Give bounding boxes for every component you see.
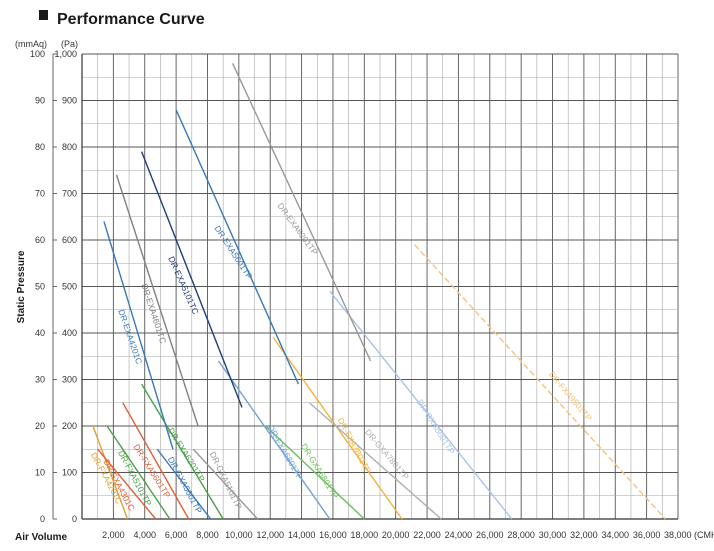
y-tick-label-mmaq: 0	[40, 514, 45, 524]
x-tick-label: 16,000	[319, 530, 347, 540]
y-ticks: 0 0 10 100 20 200 30 300 40 400 50 500 60 600 70 700 80 8…	[30, 49, 77, 524]
series-line	[413, 244, 666, 520]
y-tick-label-pa: 500	[62, 282, 77, 292]
curve-label: DR-EXA4201C	[116, 308, 144, 365]
x-tick-label: 36,000	[633, 530, 661, 540]
y-unit-right: (Pa)	[61, 39, 78, 49]
series-lines	[92, 63, 666, 520]
y-tick-label-mmaq: 90	[35, 96, 45, 106]
curve-label: DR-FXA9501TP	[547, 369, 594, 423]
series-line	[106, 425, 171, 520]
y-tick-label-mmaq: 40	[35, 328, 45, 338]
series-line	[231, 63, 372, 362]
y-tick-label-mmaq: 20	[35, 421, 45, 431]
y-tick-label-mmaq: 30	[35, 375, 45, 385]
curve-label: DR-GXA6801TP	[299, 442, 341, 501]
series-line	[192, 448, 259, 520]
x-tick-label: 8,000	[196, 530, 219, 540]
y-tick-label-pa: 1,000	[54, 49, 77, 59]
x-tick-label: 20,000	[382, 530, 410, 540]
series-line	[92, 425, 129, 520]
y-tick-label-pa: 300	[62, 375, 77, 385]
x-tick-label: 14,000	[288, 530, 316, 540]
y-tick-label-mmaq: 80	[35, 142, 45, 152]
y-tick-label-mmaq: 70	[35, 189, 45, 199]
y-unit-left: (mmAq)	[15, 39, 47, 49]
series-line	[115, 174, 199, 427]
y-tick-label-pa: 800	[62, 142, 77, 152]
curve-label: DR-EXA5101TC	[166, 255, 200, 316]
y-tick-label-mmaq: 100	[30, 49, 45, 59]
x-tick-label: 2,000	[102, 530, 125, 540]
series-line	[97, 448, 157, 520]
x-tick-label: 32,000	[570, 530, 598, 540]
y-tick-label-pa: 400	[62, 328, 77, 338]
y-tick-label-pa: 0	[72, 514, 77, 524]
y-tick-label-mmaq: 50	[35, 282, 45, 292]
x-tick-label: 4,000	[133, 530, 156, 540]
y-tick-label-pa: 700	[62, 189, 77, 199]
y-tick-label-pa: 100	[62, 468, 77, 478]
y-tick-label-mmaq: 60	[35, 235, 45, 245]
x-tick-label: 6,000	[165, 530, 188, 540]
series-line	[140, 151, 243, 408]
x-tick-label: 18,000	[351, 530, 379, 540]
curve-label: DR-FXA7801TP	[336, 416, 374, 475]
x-tick-label: 38,000 (CMH)	[664, 530, 714, 540]
y-tick-label-pa: 600	[62, 235, 77, 245]
x-tick-label: 26,000	[476, 530, 504, 540]
x-tick-label: 30,000	[539, 530, 567, 540]
chart-title: Performance Curve	[57, 11, 205, 28]
curve-label: DR-EXA6201TP	[275, 201, 320, 257]
series-line	[265, 425, 365, 520]
y-tick-label-pa: 900	[62, 96, 77, 106]
y-tick-label-mmaq: 10	[35, 468, 45, 478]
title-square-icon	[39, 10, 48, 20]
x-tick-label: 22,000	[413, 530, 441, 540]
y-tick-label-pa: 200	[62, 421, 77, 431]
x-tick-label: 28,000	[507, 530, 535, 540]
series-line	[141, 383, 224, 520]
curve-label: DR-GXA8601TP	[415, 397, 457, 456]
curve-label: DR-FXA6201TP	[166, 426, 207, 484]
curve-label: DR-FXA6801TP	[266, 423, 306, 481]
series-line	[217, 360, 331, 520]
series-line	[329, 290, 513, 520]
series-line	[122, 402, 190, 520]
x-ticks: 2,000 4,000 6,000 8,000 10,000 12,000 14,000 16…	[102, 530, 714, 540]
series-line	[103, 221, 174, 450]
x-tick-label: 24,000	[445, 530, 473, 540]
series-line	[308, 402, 442, 520]
series-line	[175, 109, 300, 385]
x-axis-label: Air Volume	[15, 532, 67, 543]
curve-label: DR-EXA5601TP	[212, 224, 254, 282]
x-tick-label: 34,000	[601, 530, 629, 540]
grid	[81, 53, 679, 520]
x-tick-label: 10,000	[225, 530, 253, 540]
x-tick-label: 12,000	[256, 530, 284, 540]
series-line	[156, 448, 212, 520]
y-axis-label: Static Pressure	[16, 250, 27, 323]
